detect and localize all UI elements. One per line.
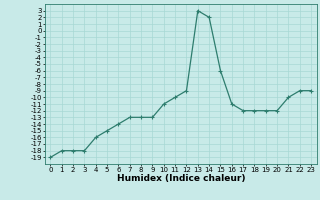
X-axis label: Humidex (Indice chaleur): Humidex (Indice chaleur) (116, 174, 245, 183)
